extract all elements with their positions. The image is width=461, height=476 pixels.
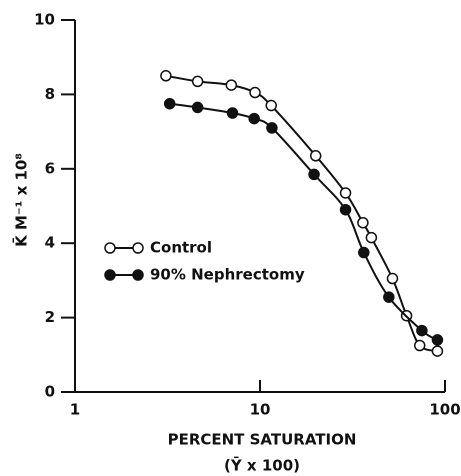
x-axis-label: (Ȳ x 100) (224, 455, 300, 475)
data-point (339, 187, 352, 199)
y-axis-label: K̄ M⁻¹ x 10⁸ (11, 153, 31, 247)
x-axis-label: PERCENT SATURATION (168, 431, 357, 449)
series-line (169, 102, 438, 341)
data-point (339, 203, 352, 216)
data-point (365, 231, 378, 244)
data-point (431, 334, 444, 346)
data-point (309, 150, 322, 162)
y-tick-label: 10 (34, 11, 55, 29)
legend-marker (104, 242, 116, 254)
data-point (248, 112, 260, 125)
legend-label: Control (150, 239, 212, 257)
data-point (357, 216, 369, 229)
data-point (225, 79, 238, 91)
x-tick-label: 100 (429, 401, 460, 419)
data-point (358, 246, 370, 259)
legend-marker (104, 269, 116, 281)
data-point (160, 70, 172, 82)
data-point (249, 86, 261, 99)
series-line (165, 74, 438, 353)
legend-marker (132, 242, 144, 254)
legend-marker (132, 269, 144, 281)
data-point (383, 291, 395, 303)
data-point (308, 168, 320, 181)
data-point (431, 345, 444, 357)
x-tick-label: 1 (70, 401, 80, 419)
data-point (386, 272, 399, 285)
data-point (226, 107, 239, 119)
y-tick-label: 0 (45, 383, 55, 401)
data-point (265, 99, 277, 112)
y-tick-label: 6 (45, 159, 55, 177)
data-point (413, 339, 426, 352)
data-point (191, 101, 204, 114)
x-tick-label: 10 (250, 401, 271, 419)
data-point (191, 75, 204, 88)
data-point (266, 122, 278, 134)
legend-label: 90% Nephrectomy (150, 266, 305, 284)
y-tick-label: 2 (45, 308, 55, 326)
y-tick-label: 4 (45, 234, 55, 252)
data-point (416, 324, 428, 337)
y-tick-label: 8 (45, 85, 55, 103)
data-point (163, 97, 176, 110)
